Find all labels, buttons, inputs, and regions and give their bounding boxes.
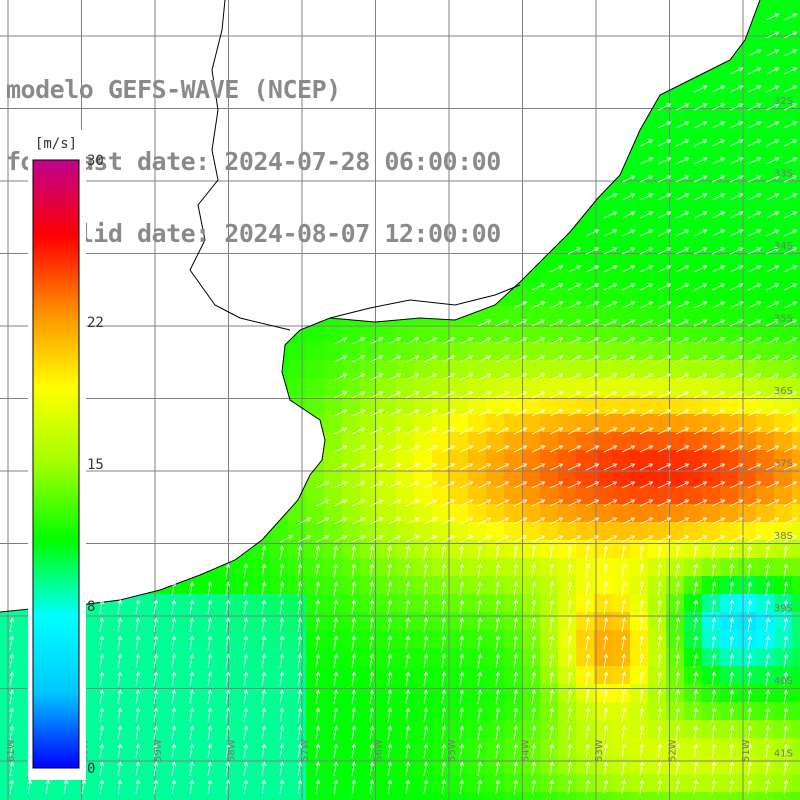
map-title: modelo GEFS-WAVE (NCEP) forecast date: 2… <box>6 30 501 270</box>
coastline <box>0 0 761 613</box>
longitude-label: 57W <box>300 739 311 762</box>
longitude-label: 56W <box>374 739 385 762</box>
latitude-label: 39S <box>774 604 793 615</box>
longitude-label: 53W <box>594 739 605 762</box>
rio-de-la-plata-shore <box>329 284 521 319</box>
longitude-label: 58W <box>227 739 238 762</box>
latitude-labels: 32S 33S 34S 35S 36S 37S 38S 39S 40S 41S <box>774 96 793 760</box>
title-forecast-date: forecast date: 2024-07-28 06:00:00 <box>6 147 501 176</box>
title-model: modelo GEFS-WAVE (NCEP) <box>6 75 341 104</box>
longitude-label: 51W <box>741 739 752 762</box>
latitude-label: 33S <box>774 169 793 180</box>
wind-arrows <box>9 13 798 795</box>
longitude-label: 54W <box>521 739 532 762</box>
latitude-label: 38S <box>774 531 793 542</box>
title-valid-date: valid date: 2024-08-07 12:00:00 <box>6 219 502 248</box>
longitude-label: 59W <box>153 739 164 762</box>
latitude-label: 37S <box>774 459 793 470</box>
longitude-label: 61W <box>6 739 17 762</box>
longitude-label: 52W <box>668 739 679 762</box>
latitude-label: 40S <box>774 676 793 687</box>
latitude-label: 41S <box>774 749 793 760</box>
latitude-label: 36S <box>774 386 793 397</box>
latitude-label: 34S <box>774 241 793 252</box>
latitude-label: 35S <box>774 314 793 325</box>
uruguay-border <box>189 0 291 331</box>
latitude-label: 32S <box>774 96 793 107</box>
longitude-label: 60W <box>80 739 91 762</box>
longitude-label: 55W <box>447 739 458 762</box>
